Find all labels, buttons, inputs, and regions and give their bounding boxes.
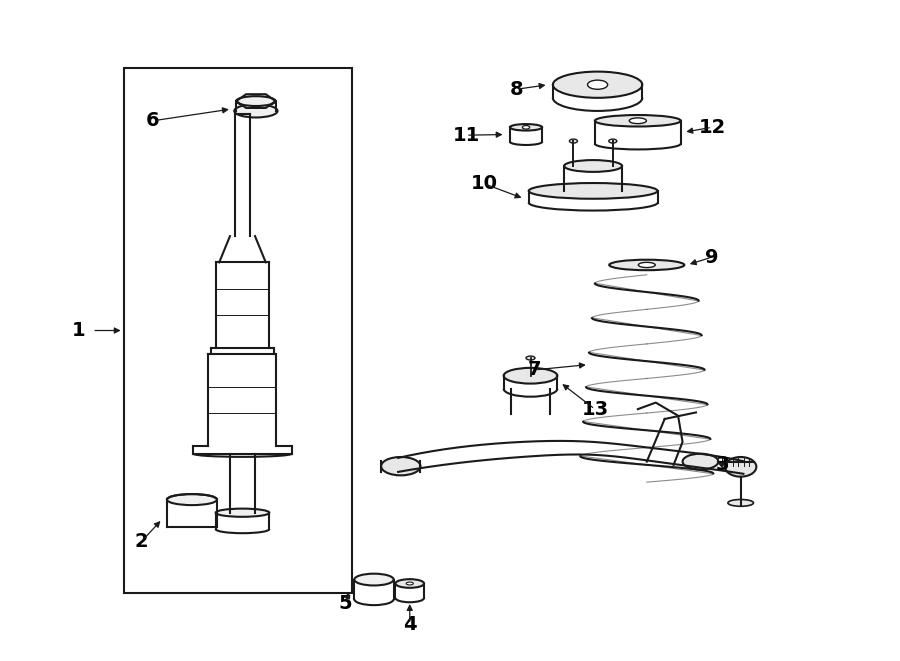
- Ellipse shape: [682, 453, 718, 469]
- Ellipse shape: [564, 160, 622, 172]
- Ellipse shape: [406, 582, 413, 585]
- Ellipse shape: [236, 97, 275, 106]
- Ellipse shape: [588, 80, 608, 89]
- Text: 9: 9: [706, 248, 719, 266]
- Ellipse shape: [609, 260, 684, 270]
- Text: 10: 10: [471, 175, 498, 193]
- Ellipse shape: [728, 500, 753, 506]
- Ellipse shape: [355, 574, 393, 586]
- Text: 12: 12: [698, 118, 725, 137]
- Ellipse shape: [629, 118, 646, 124]
- Ellipse shape: [381, 457, 420, 475]
- Ellipse shape: [216, 508, 269, 517]
- Text: 1: 1: [72, 321, 86, 340]
- Ellipse shape: [638, 262, 655, 268]
- Text: 7: 7: [528, 360, 542, 379]
- Text: 2: 2: [135, 532, 148, 551]
- Text: 6: 6: [146, 111, 160, 130]
- Ellipse shape: [526, 356, 535, 360]
- Ellipse shape: [725, 457, 756, 477]
- Text: 3: 3: [716, 455, 730, 475]
- Ellipse shape: [528, 183, 658, 199]
- Ellipse shape: [166, 494, 217, 505]
- Ellipse shape: [570, 139, 578, 143]
- Ellipse shape: [595, 115, 680, 126]
- Ellipse shape: [504, 368, 557, 383]
- Ellipse shape: [608, 139, 617, 143]
- Text: 11: 11: [453, 126, 480, 145]
- Ellipse shape: [395, 579, 424, 588]
- Ellipse shape: [510, 124, 542, 131]
- Ellipse shape: [553, 71, 643, 98]
- Text: 8: 8: [509, 80, 523, 98]
- Text: 13: 13: [581, 400, 608, 418]
- Text: 5: 5: [338, 594, 352, 613]
- Ellipse shape: [234, 104, 277, 118]
- Text: 4: 4: [403, 615, 417, 634]
- Ellipse shape: [522, 126, 530, 129]
- Bar: [123, 68, 352, 593]
